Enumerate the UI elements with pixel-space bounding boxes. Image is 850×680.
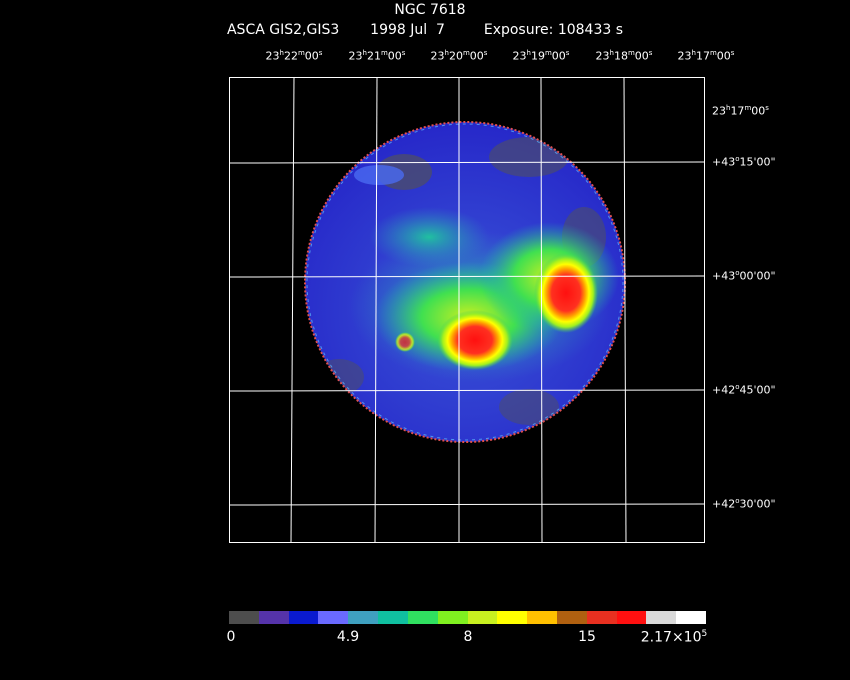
colorbar-label: 4.9 xyxy=(336,629,360,645)
colorbar-label: 0 xyxy=(226,629,236,645)
dec-tick-label: +42o30'00" xyxy=(712,497,776,511)
ra-tick-label: 23h21m00s xyxy=(348,49,406,63)
colorbar-label: 8 xyxy=(463,629,473,645)
dec-tick-label: +42o45'00" xyxy=(712,383,776,397)
colorbar-swatch xyxy=(497,611,528,624)
xray-image xyxy=(229,77,705,543)
colorbar-swatch xyxy=(378,611,408,624)
colorbar-swatch xyxy=(616,611,647,624)
exposure-label: Exposure: 108433 s xyxy=(483,22,624,38)
object-title: NGC 7618 xyxy=(394,2,466,18)
colorbar-swatch xyxy=(646,611,677,624)
colorbar xyxy=(229,611,706,624)
colorbar-swatch xyxy=(586,611,617,624)
ra-tick-label: 23h18m00s xyxy=(595,49,653,63)
date-label: 1998 Jul 7 xyxy=(370,22,445,38)
colorbar-swatch xyxy=(437,611,468,624)
ra-tick-label: 23h19m00s xyxy=(512,49,570,63)
colorbar-label: 15 xyxy=(578,629,596,645)
ra-right-label: 23h17m00s xyxy=(712,104,769,118)
instrument-label: ASCA GIS2,GIS3 xyxy=(226,22,340,38)
observation-line: ASCA GIS2,GIS3 1998 Jul 7 Exposure: 1084… xyxy=(0,22,850,38)
colorbar-swatch xyxy=(527,611,557,624)
colorbar-swatch xyxy=(258,611,289,624)
dec-tick-label: +43o15'00" xyxy=(712,155,776,169)
colorbar-swatch xyxy=(229,611,259,624)
colorbar-swatch xyxy=(467,611,498,624)
colorbar-swatch xyxy=(556,611,587,624)
colorbar-swatch xyxy=(288,611,319,624)
colorbar-swatch xyxy=(676,611,706,624)
ra-tick-label: 23h22m00s xyxy=(265,49,323,63)
colorbar-swatch xyxy=(318,611,349,624)
ra-tick-label: 23h20m00s xyxy=(430,49,488,63)
colorbar-swatch xyxy=(348,611,379,624)
colorbar-max-label: 2.17×105 xyxy=(640,629,708,646)
ra-tick-label: 23h17m00s xyxy=(677,49,735,63)
dec-tick-label: +43o00'00" xyxy=(712,269,776,283)
colorbar-swatch xyxy=(407,611,438,624)
